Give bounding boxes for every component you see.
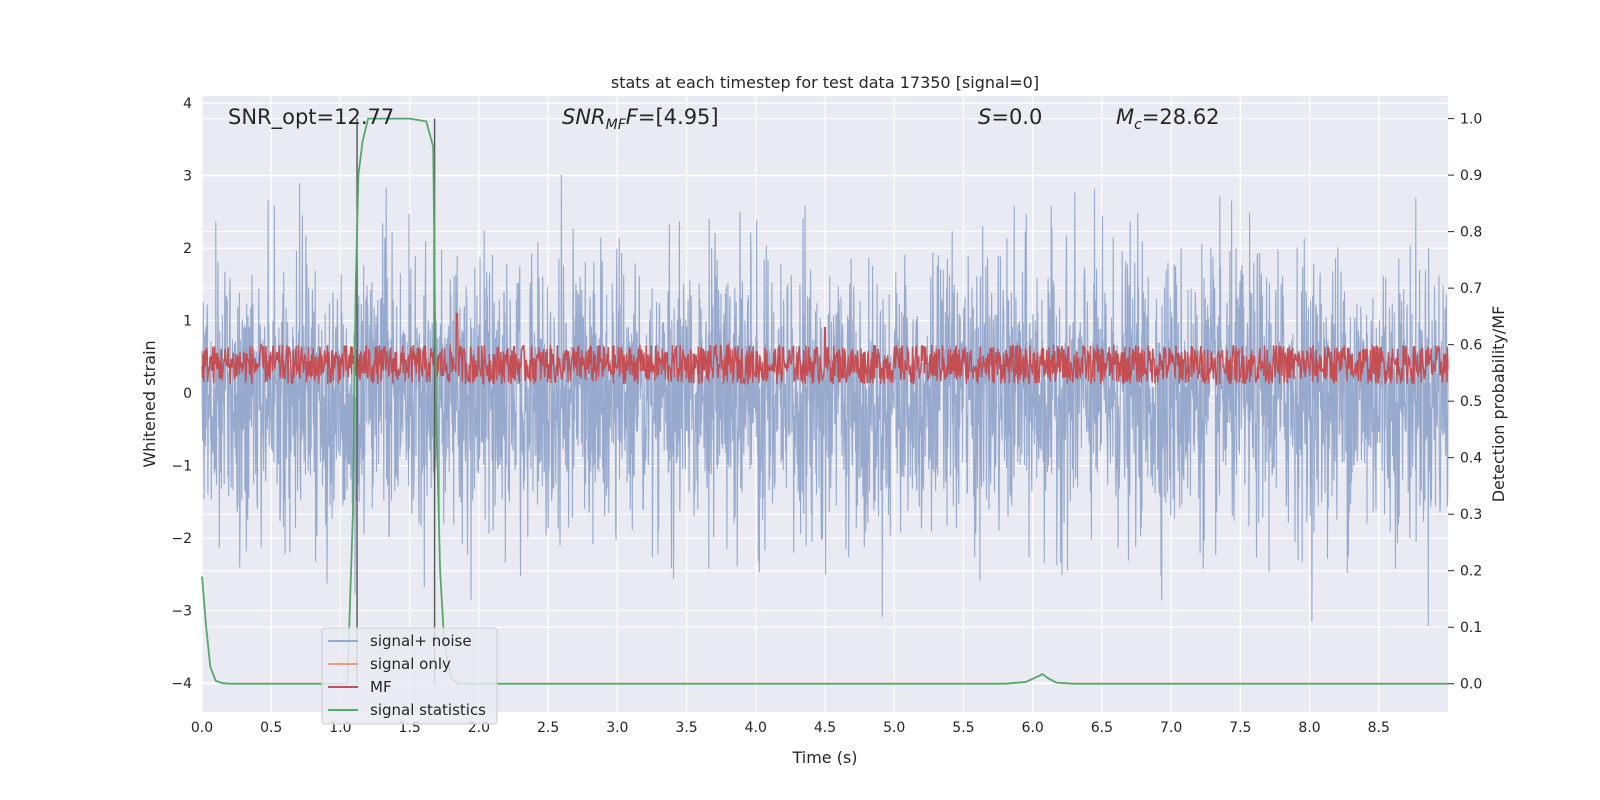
series-mf xyxy=(201,312,1449,387)
y-axis-label: Whitened strain xyxy=(140,340,159,467)
legend-label-signal-noise: signal+ noise xyxy=(370,632,472,650)
annotation-snr-mf: SNRMFF=[4.95] xyxy=(562,105,719,133)
y-tick-label: −1 xyxy=(171,459,192,475)
legend-label-signal-only: signal only xyxy=(370,655,451,673)
y-tick-label: −3 xyxy=(171,604,192,620)
y-tick-label: 2 xyxy=(183,241,192,257)
y-tick-label: 1 xyxy=(183,314,192,330)
x-tick-label: 8.0 xyxy=(1298,720,1320,736)
chart-title: stats at each timestep for test data 173… xyxy=(611,73,1039,92)
annotation-mc-value: =28.62 xyxy=(1142,105,1220,129)
x-tick-label: 5.0 xyxy=(883,720,905,736)
x-tick-label: 8.5 xyxy=(1368,720,1390,736)
annotation-s: S=0.0 xyxy=(978,105,1042,129)
y-tick-label: 3 xyxy=(183,169,192,185)
x-tick-label: 5.5 xyxy=(952,720,974,736)
y-right-axis-ticks: 1.0 0.9 0.8 0.7 0.6 0.5 0.4 0.3 0.2 0.1 0.0 xyxy=(1448,112,1482,693)
x-tick-label: 7.0 xyxy=(1160,720,1182,736)
legend-label-signal-statistics: signal statistics xyxy=(370,701,486,719)
x-tick-label: 0.0 xyxy=(191,720,213,736)
series-signal-noise xyxy=(201,174,1449,627)
legend-box xyxy=(321,627,498,725)
x-tick-label: 7.5 xyxy=(1229,720,1251,736)
y-right-tick-label: 1.0 xyxy=(1460,112,1482,128)
x-tick-label: 4.0 xyxy=(745,720,767,736)
annotation-mc: Mc=28.62 xyxy=(1116,105,1220,133)
y-tick-label: −2 xyxy=(171,531,192,547)
annotation-snr-mf-base: SNR xyxy=(562,105,606,129)
signal-statistics-line xyxy=(201,117,1448,685)
x-tick-label: 2.5 xyxy=(537,720,559,736)
annotation-s-value: =0.0 xyxy=(991,105,1042,129)
x-tick-label: 4.5 xyxy=(814,720,836,736)
x-tick-label: 0.5 xyxy=(260,720,282,736)
x-axis-ticks: 0.0 0.5 1.0 1.5 2.0 2.5 3.0 3.5 4.0 4.5 5.0 5.5 6.0 6… xyxy=(191,720,1390,736)
y-right-tick-label: 0.8 xyxy=(1460,225,1482,241)
x-tick-label: 6.5 xyxy=(1091,720,1113,736)
y-right-tick-label: 0.7 xyxy=(1460,281,1482,297)
y-right-tick-label: 0.1 xyxy=(1460,620,1482,636)
x-tick-label: 6.0 xyxy=(1022,720,1044,736)
annotation-snr-opt: SNR_opt=12.77 xyxy=(228,105,394,130)
annotation-snr-mf-italic-f: F xyxy=(626,105,639,129)
y-right-tick-label: 0.4 xyxy=(1460,451,1482,467)
annotation-mc-base: M xyxy=(1116,105,1134,129)
signal-noise-line xyxy=(201,174,1449,627)
y-right-tick-label: 0.5 xyxy=(1460,394,1482,410)
legend-label-mf: MF xyxy=(370,678,392,696)
y-right-tick-label: 0.6 xyxy=(1460,338,1482,354)
y-right-tick-label: 0.9 xyxy=(1460,168,1482,184)
mf-line xyxy=(201,312,1449,387)
y-tick-label: 4 xyxy=(183,96,192,112)
x-tick-label: 3.0 xyxy=(606,720,628,736)
series-signal-statistics xyxy=(201,117,1448,685)
y-axis-ticks: 4 3 2 1 0 −1 −2 −3 −4 xyxy=(171,96,192,692)
y-right-tick-label: 0.0 xyxy=(1460,677,1482,693)
y-right-tick-label: 0.3 xyxy=(1460,507,1482,523)
y-right-axis-label: Detection probability/MF xyxy=(1489,306,1508,503)
annotation-s-base: S xyxy=(978,105,991,129)
x-axis-label: Time (s) xyxy=(791,748,857,767)
x-tick-label: 3.5 xyxy=(675,720,697,736)
y-tick-label: −4 xyxy=(171,676,192,692)
annotation-snr-mf-value: =[4.95] xyxy=(638,105,719,129)
y-right-tick-label: 0.2 xyxy=(1460,564,1482,580)
annotation-mc-sub: c xyxy=(1134,117,1142,133)
annotation-snr-mf-sub: MF xyxy=(606,117,627,133)
y-tick-label: 0 xyxy=(183,386,192,402)
legend: signal+ noise signal only MF signal stat… xyxy=(321,627,498,725)
